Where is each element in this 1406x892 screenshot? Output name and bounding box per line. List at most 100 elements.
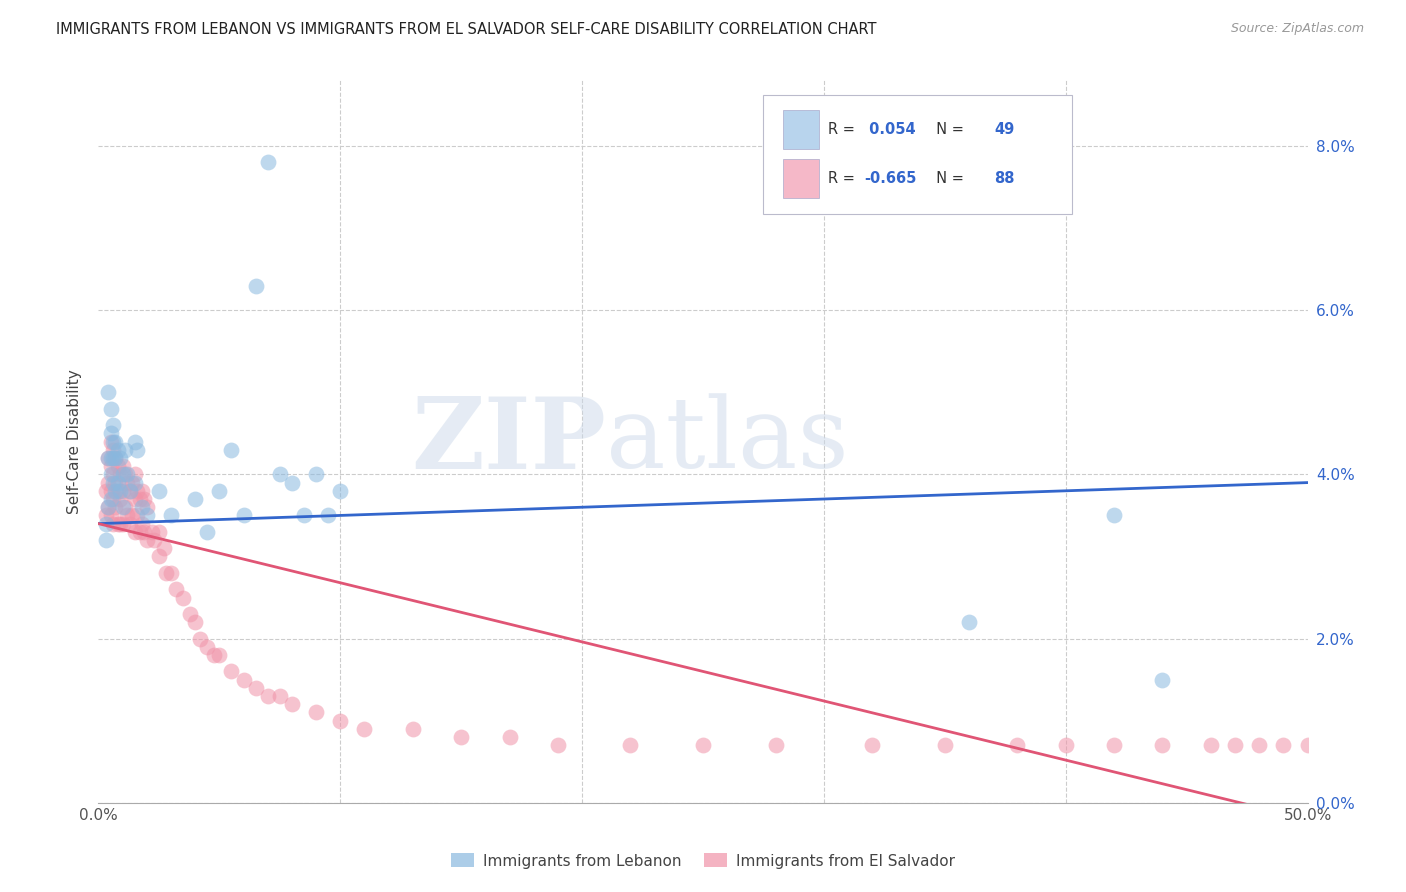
Point <box>97 500 120 515</box>
Point <box>124 467 146 482</box>
Point <box>256 155 278 169</box>
Point <box>97 475 120 490</box>
Point <box>269 689 291 703</box>
Point <box>100 434 122 449</box>
Point <box>305 467 328 482</box>
Point <box>152 541 174 556</box>
Point <box>107 442 129 457</box>
Point <box>316 508 339 523</box>
Point <box>134 491 156 506</box>
FancyBboxPatch shape <box>763 95 1071 214</box>
Point <box>195 640 218 654</box>
Point <box>135 508 157 523</box>
Point <box>100 508 122 523</box>
Text: 49: 49 <box>994 122 1015 137</box>
Point <box>117 475 139 490</box>
Point <box>143 533 166 547</box>
Point <box>1296 739 1319 753</box>
Text: 0.054: 0.054 <box>863 122 915 137</box>
Point <box>114 500 136 515</box>
Point <box>1007 739 1029 753</box>
Point <box>107 459 129 474</box>
Point <box>127 442 149 457</box>
Point <box>118 483 141 498</box>
Point <box>245 681 267 695</box>
Point <box>179 607 201 621</box>
Point <box>148 483 170 498</box>
Point <box>131 500 153 515</box>
Point <box>450 730 472 744</box>
Point <box>97 450 120 465</box>
Point <box>134 524 156 539</box>
Point <box>148 524 170 539</box>
Point <box>141 524 163 539</box>
Point <box>104 450 127 465</box>
Point <box>128 491 150 506</box>
Point <box>121 508 143 523</box>
Point <box>104 450 127 465</box>
Point <box>97 450 120 465</box>
Point <box>232 673 254 687</box>
Point <box>221 442 243 457</box>
Point <box>1054 739 1077 753</box>
Point <box>104 483 127 498</box>
Point <box>165 582 187 597</box>
Point <box>281 475 304 490</box>
Point <box>127 508 149 523</box>
Point <box>402 722 425 736</box>
Point <box>155 566 177 580</box>
Point <box>1249 739 1271 753</box>
Point <box>101 450 124 465</box>
Y-axis label: Self-Care Disability: Self-Care Disability <box>67 369 83 514</box>
Point <box>148 549 170 564</box>
Point <box>108 516 131 531</box>
Point <box>121 475 143 490</box>
Point <box>184 615 207 630</box>
Point <box>131 516 153 531</box>
Point <box>127 483 149 498</box>
Point <box>1272 739 1295 753</box>
Point <box>329 483 352 498</box>
Point <box>108 491 131 506</box>
Text: N =: N = <box>927 171 969 186</box>
Point <box>245 278 267 293</box>
Point <box>208 483 231 498</box>
Point <box>957 615 980 630</box>
Point <box>547 739 569 753</box>
Point <box>100 426 122 441</box>
Point <box>101 516 124 531</box>
Point <box>101 434 124 449</box>
Point <box>101 442 124 457</box>
Point <box>232 508 254 523</box>
Point <box>160 566 183 580</box>
Text: -0.665: -0.665 <box>863 171 917 186</box>
Point <box>111 500 134 515</box>
Point <box>108 450 131 465</box>
Point <box>111 516 134 531</box>
Point <box>934 739 956 753</box>
Point <box>269 467 291 482</box>
Point <box>97 500 120 515</box>
Point <box>353 722 375 736</box>
Point <box>1102 508 1125 523</box>
Point <box>94 516 117 531</box>
Point <box>128 524 150 539</box>
Point <box>101 418 124 433</box>
Point <box>111 483 134 498</box>
Point <box>101 467 124 482</box>
Text: IMMIGRANTS FROM LEBANON VS IMMIGRANTS FROM EL SALVADOR SELF-CARE DISABILITY CORR: IMMIGRANTS FROM LEBANON VS IMMIGRANTS FR… <box>56 22 877 37</box>
Point <box>101 491 124 506</box>
Point <box>135 533 157 547</box>
Point <box>114 467 136 482</box>
Text: atlas: atlas <box>606 393 849 490</box>
Point <box>305 706 328 720</box>
Point <box>1102 739 1125 753</box>
Point <box>256 689 278 703</box>
Point <box>111 459 134 474</box>
Text: ZIP: ZIP <box>412 393 606 490</box>
Point <box>108 467 131 482</box>
Legend: Immigrants from Lebanon, Immigrants from El Salvador: Immigrants from Lebanon, Immigrants from… <box>444 847 962 875</box>
Point <box>94 508 117 523</box>
Point <box>281 698 304 712</box>
Point <box>124 524 146 539</box>
